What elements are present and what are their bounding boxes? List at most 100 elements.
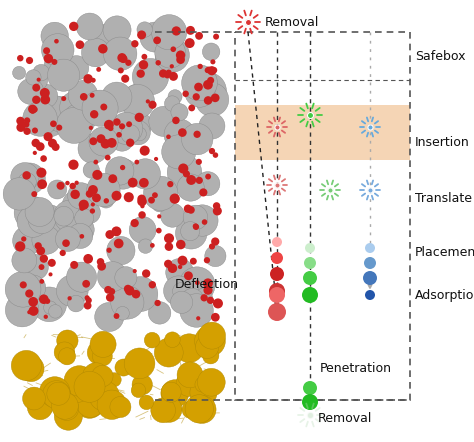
- Point: [155, 59, 162, 66]
- Point: [148, 197, 155, 204]
- Point: [29, 107, 36, 114]
- Point: [167, 389, 175, 396]
- Point: [366, 123, 374, 130]
- Point: [42, 92, 50, 99]
- Point: [141, 147, 148, 154]
- Point: [160, 118, 168, 125]
- Point: [142, 243, 149, 250]
- Point: [32, 84, 40, 91]
- Point: [64, 179, 71, 187]
- Point: [138, 381, 146, 388]
- Point: [165, 69, 173, 76]
- Point: [120, 56, 128, 63]
- Point: [212, 152, 219, 159]
- Point: [38, 181, 46, 188]
- Point: [51, 32, 58, 39]
- Point: [208, 96, 216, 103]
- Point: [177, 52, 184, 59]
- Point: [27, 209, 35, 216]
- Point: [63, 353, 71, 360]
- Point: [156, 309, 164, 316]
- Point: [169, 336, 176, 343]
- Point: [15, 69, 23, 76]
- Circle shape: [302, 287, 318, 303]
- Point: [107, 125, 115, 132]
- Point: [168, 52, 176, 59]
- Point: [202, 295, 210, 302]
- Point: [73, 179, 81, 187]
- Point: [57, 110, 64, 118]
- Point: [138, 31, 146, 38]
- Point: [118, 123, 126, 130]
- Point: [113, 312, 120, 320]
- Point: [72, 191, 79, 198]
- Point: [37, 69, 45, 76]
- Point: [366, 187, 374, 194]
- Point: [20, 257, 28, 264]
- Point: [186, 371, 194, 378]
- FancyArrow shape: [275, 302, 279, 309]
- Point: [201, 218, 209, 225]
- Point: [208, 379, 215, 386]
- Point: [17, 55, 24, 62]
- Point: [142, 170, 149, 177]
- Point: [97, 135, 105, 142]
- Point: [84, 75, 92, 82]
- Point: [211, 252, 219, 259]
- Point: [140, 179, 148, 187]
- Point: [102, 140, 109, 147]
- Point: [119, 310, 127, 317]
- Circle shape: [269, 283, 285, 299]
- Point: [176, 269, 183, 276]
- Point: [99, 341, 107, 348]
- Point: [208, 332, 216, 339]
- Point: [366, 123, 374, 130]
- Point: [176, 131, 183, 138]
- Point: [187, 27, 194, 34]
- Point: [326, 187, 334, 194]
- Point: [306, 412, 314, 419]
- Point: [53, 38, 60, 45]
- Point: [80, 201, 88, 208]
- Point: [161, 57, 168, 64]
- Point: [26, 290, 33, 297]
- Point: [148, 281, 156, 288]
- Point: [108, 288, 116, 295]
- Point: [171, 93, 179, 100]
- Point: [121, 75, 129, 82]
- Point: [164, 260, 172, 267]
- Point: [131, 267, 138, 274]
- Point: [187, 406, 195, 413]
- Point: [138, 195, 146, 202]
- Point: [89, 201, 97, 208]
- Point: [141, 53, 148, 60]
- Point: [196, 79, 203, 86]
- Point: [185, 272, 192, 279]
- Point: [40, 296, 47, 303]
- Point: [138, 211, 146, 218]
- Point: [23, 362, 30, 369]
- Point: [178, 299, 185, 306]
- Circle shape: [268, 303, 286, 321]
- Point: [306, 412, 314, 419]
- Point: [26, 175, 33, 182]
- Point: [26, 309, 33, 316]
- Point: [122, 274, 130, 281]
- Point: [208, 67, 216, 74]
- Point: [135, 129, 142, 136]
- Point: [366, 187, 374, 194]
- Point: [212, 33, 220, 40]
- Point: [61, 402, 69, 409]
- Circle shape: [364, 257, 376, 269]
- Point: [154, 37, 161, 44]
- Point: [198, 396, 205, 403]
- Point: [172, 117, 180, 124]
- Point: [36, 209, 43, 216]
- Point: [192, 93, 200, 100]
- Point: [54, 186, 61, 193]
- Point: [75, 377, 83, 385]
- Point: [113, 27, 121, 34]
- Point: [273, 123, 281, 130]
- Point: [191, 214, 199, 221]
- Point: [165, 235, 173, 242]
